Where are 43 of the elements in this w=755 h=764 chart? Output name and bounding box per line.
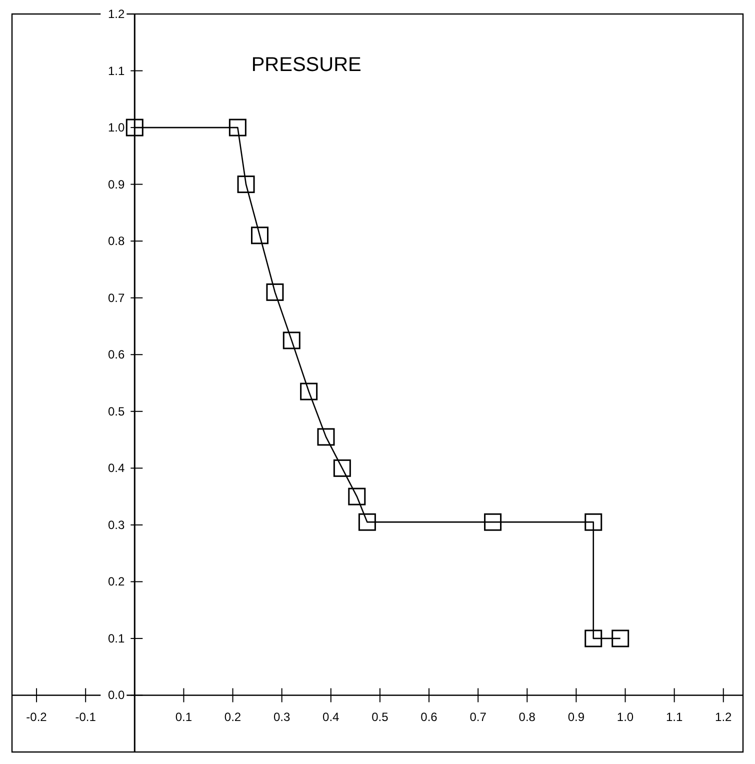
x-tick-label: 1.0	[616, 710, 634, 724]
y-tick-label: 0.4	[108, 461, 125, 476]
point	[266, 283, 284, 301]
point	[228, 118, 246, 136]
x-tick-label: 1.2	[715, 710, 732, 724]
y-tick-label: 0.6	[108, 348, 125, 362]
x-tick-label: 1.1	[666, 710, 683, 724]
point	[251, 226, 269, 244]
y-tick-label: 0.8	[108, 234, 125, 248]
y-tick-label: 0.9	[108, 177, 125, 192]
x-tick-label: 0.6	[420, 710, 438, 724]
point	[333, 459, 351, 477]
x-tick-label: 0.2	[224, 710, 242, 724]
point	[348, 488, 366, 506]
y-tick-label: 1.1	[108, 64, 125, 78]
x-tick-label: 0.5	[372, 710, 389, 724]
point	[358, 513, 376, 531]
point	[237, 176, 255, 194]
y-tick-label: 0.5	[108, 404, 125, 418]
x-tick-label: 0.8	[518, 710, 536, 724]
x-tick-label: 0.9	[568, 710, 585, 724]
y-tick-label: 1.0	[108, 120, 125, 135]
text: PRESSURE	[251, 54, 362, 76]
y-tick-label: 0.2	[108, 574, 125, 589]
y-tick-label: 1.2	[108, 7, 125, 21]
point	[612, 630, 630, 648]
x-tick-label: -0.1	[75, 710, 96, 724]
y-tick-label: 0.3	[108, 518, 125, 532]
x-tick-label: 0.3	[273, 710, 290, 724]
point	[282, 332, 300, 350]
y-tick-label: 0.7	[108, 290, 125, 305]
point	[484, 513, 502, 531]
point	[584, 630, 602, 648]
x-tick-label: 0.1	[175, 710, 192, 724]
point	[300, 382, 318, 400]
point	[126, 118, 144, 136]
point	[317, 428, 335, 446]
x-tick-label: 0.4	[322, 710, 340, 724]
x-tick-label: -0.2	[26, 710, 48, 724]
x-tick-label: 0.7	[470, 710, 487, 724]
y-tick-label: 0.0	[108, 688, 125, 702]
y-tick-label: 0.1	[108, 631, 125, 646]
point	[584, 513, 602, 531]
